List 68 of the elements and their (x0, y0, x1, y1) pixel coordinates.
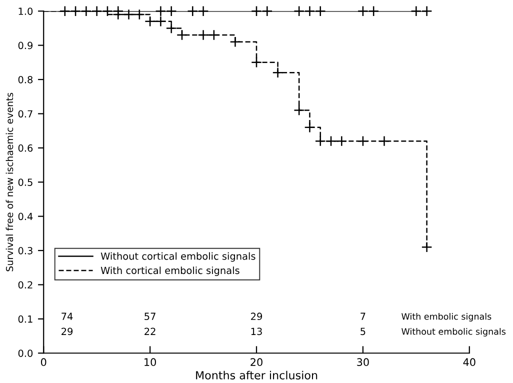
point (59, 6, 70, 17)
point (251, 56, 262, 68)
annotation: 13 (251, 328, 262, 336)
point (294, 6, 305, 17)
point (230, 36, 241, 48)
point (123, 9, 134, 20)
point (421, 6, 432, 17)
legend-label: Without cortical embolic signals (100, 252, 256, 262)
y-tick-label: 0.7 (18, 110, 32, 118)
point (314, 6, 326, 17)
point (102, 6, 113, 17)
y-tick-label: 0.0 (18, 350, 33, 357)
y-tick-label: 0.3 (18, 247, 32, 254)
x-tick-label: 10 (144, 358, 156, 366)
x-tick-label: 0 (40, 358, 46, 366)
point (208, 30, 220, 41)
y-axis-title: Survival free of new ischaemic events (6, 92, 14, 272)
legend-label: With cortical embolic signals (100, 266, 240, 276)
annotation: 29 (62, 328, 73, 336)
point (336, 136, 348, 147)
point (378, 136, 390, 147)
x-axis-title: Months after inclusion (196, 370, 318, 380)
point (176, 30, 188, 41)
y-tick-label: 0.4 (18, 212, 33, 220)
y-tick-label: 0.5 (18, 178, 32, 186)
x-tick-label: 20 (250, 358, 262, 366)
point (70, 6, 82, 17)
point (272, 67, 284, 78)
point (326, 136, 336, 147)
point (155, 16, 166, 27)
point (357, 136, 368, 147)
annotation: 5 (360, 328, 366, 336)
point (166, 6, 177, 17)
point (421, 242, 432, 253)
point (410, 6, 422, 17)
point (198, 30, 209, 41)
point (304, 6, 316, 17)
point (304, 122, 316, 133)
point (187, 6, 198, 17)
point (198, 6, 209, 17)
point (80, 6, 92, 17)
annotation: Without embolic signals (402, 328, 506, 336)
point (368, 6, 380, 17)
point (294, 104, 305, 116)
point (166, 22, 177, 34)
point (357, 6, 368, 17)
x-tick-label: 40 (463, 358, 476, 366)
y-tick-label: 0.8 (18, 76, 33, 84)
point (112, 9, 124, 20)
y-tick-label: 1.0 (18, 8, 33, 15)
y-tick-label: 0.1 (18, 315, 32, 323)
annotation: 7 (360, 312, 366, 320)
annotation: 74 (62, 312, 73, 320)
point (314, 136, 326, 147)
y-tick-label: 0.2 (18, 281, 32, 289)
point (251, 6, 262, 17)
y-tick-label: 0.6 (18, 144, 33, 152)
point (134, 9, 145, 20)
annotation: 57 (144, 312, 156, 320)
annotation: With embolic signals (402, 312, 492, 322)
y-tick-label: 0.9 (18, 42, 33, 50)
annotation: 29 (251, 312, 262, 320)
point (155, 6, 166, 17)
annotation: 22 (144, 328, 156, 335)
point (91, 6, 102, 17)
point (144, 16, 156, 27)
x-tick-label: 30 (357, 358, 369, 366)
point (262, 6, 273, 17)
